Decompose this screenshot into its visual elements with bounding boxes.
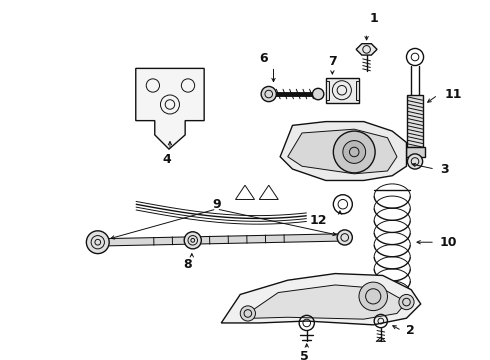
Polygon shape bbox=[356, 44, 377, 55]
Text: 3: 3 bbox=[440, 163, 448, 176]
Polygon shape bbox=[406, 147, 424, 157]
Text: 7: 7 bbox=[328, 55, 337, 68]
Circle shape bbox=[86, 231, 109, 253]
Text: 8: 8 bbox=[184, 257, 192, 271]
Text: 12: 12 bbox=[309, 214, 327, 227]
Circle shape bbox=[261, 86, 276, 102]
Polygon shape bbox=[221, 274, 421, 325]
Circle shape bbox=[313, 88, 324, 100]
Polygon shape bbox=[326, 81, 329, 100]
Text: 10: 10 bbox=[440, 236, 457, 249]
Circle shape bbox=[184, 232, 201, 249]
Circle shape bbox=[407, 154, 422, 169]
Circle shape bbox=[343, 140, 366, 163]
Polygon shape bbox=[407, 95, 422, 147]
Circle shape bbox=[240, 306, 255, 321]
Text: 11: 11 bbox=[444, 89, 462, 102]
Text: 2: 2 bbox=[407, 324, 415, 337]
Polygon shape bbox=[245, 285, 407, 319]
Text: 6: 6 bbox=[260, 53, 269, 66]
Polygon shape bbox=[356, 81, 359, 100]
Circle shape bbox=[333, 131, 375, 173]
Polygon shape bbox=[136, 68, 204, 149]
Circle shape bbox=[337, 230, 352, 245]
Text: 4: 4 bbox=[163, 153, 172, 166]
Text: 9: 9 bbox=[212, 198, 221, 211]
Polygon shape bbox=[326, 78, 359, 103]
Text: 5: 5 bbox=[300, 350, 309, 360]
Circle shape bbox=[359, 282, 388, 311]
Circle shape bbox=[399, 294, 414, 310]
Polygon shape bbox=[280, 122, 407, 180]
Text: 1: 1 bbox=[370, 13, 379, 26]
Polygon shape bbox=[288, 129, 397, 174]
